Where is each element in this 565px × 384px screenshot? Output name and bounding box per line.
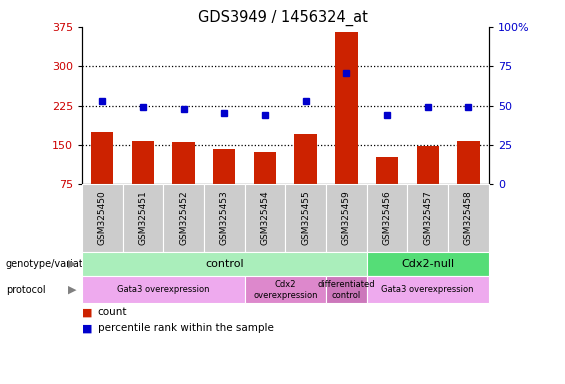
Text: ■: ■ xyxy=(82,323,93,333)
Text: genotype/variation: genotype/variation xyxy=(6,259,98,269)
Text: differentiated
control: differentiated control xyxy=(318,280,375,300)
Bar xyxy=(457,141,480,184)
Bar xyxy=(172,142,195,184)
Text: GDS3949 / 1456324_at: GDS3949 / 1456324_at xyxy=(198,10,367,26)
Text: ▶: ▶ xyxy=(68,259,76,269)
Text: GSM325459: GSM325459 xyxy=(342,190,351,245)
Bar xyxy=(254,152,276,184)
Text: Cdx2-null: Cdx2-null xyxy=(401,259,454,269)
Bar xyxy=(213,149,236,184)
Text: ■: ■ xyxy=(82,307,93,317)
Text: Gata3 overexpression: Gata3 overexpression xyxy=(381,285,474,295)
Text: GSM325451: GSM325451 xyxy=(138,190,147,245)
Bar xyxy=(376,157,398,184)
Text: GSM325452: GSM325452 xyxy=(179,190,188,245)
Text: GSM325454: GSM325454 xyxy=(260,190,270,245)
Text: GSM325453: GSM325453 xyxy=(220,190,229,245)
Bar xyxy=(294,134,317,184)
Text: Gata3 overexpression: Gata3 overexpression xyxy=(117,285,210,295)
Text: Cdx2
overexpression: Cdx2 overexpression xyxy=(253,280,318,300)
Text: percentile rank within the sample: percentile rank within the sample xyxy=(98,323,273,333)
Bar xyxy=(335,32,358,184)
Text: control: control xyxy=(205,259,244,269)
Text: count: count xyxy=(98,307,127,317)
Bar xyxy=(91,132,114,184)
Text: GSM325455: GSM325455 xyxy=(301,190,310,245)
Text: ▶: ▶ xyxy=(68,285,76,295)
Text: GSM325456: GSM325456 xyxy=(383,190,392,245)
Text: GSM325450: GSM325450 xyxy=(98,190,107,245)
Bar xyxy=(416,146,439,184)
Text: GSM325457: GSM325457 xyxy=(423,190,432,245)
Text: protocol: protocol xyxy=(6,285,45,295)
Bar xyxy=(132,141,154,184)
Text: GSM325458: GSM325458 xyxy=(464,190,473,245)
